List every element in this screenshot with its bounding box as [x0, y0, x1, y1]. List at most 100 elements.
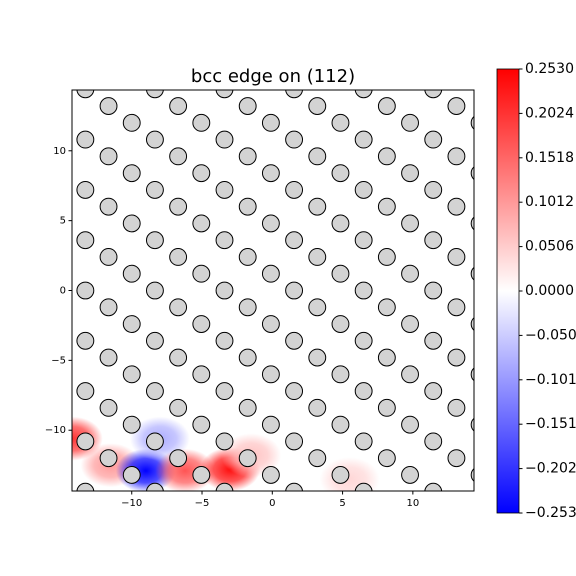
atom — [470, 216, 474, 231]
atom — [261, 465, 280, 484]
colorbar-tick-label: 0.2024 — [525, 105, 574, 121]
atom — [99, 147, 118, 166]
x-tick-label: 5 — [339, 498, 345, 509]
colorbar-tick-label: −0.050 — [525, 327, 576, 343]
atom — [215, 281, 234, 300]
atom — [76, 432, 95, 451]
atom — [308, 298, 327, 317]
atom — [354, 331, 373, 350]
atom — [76, 180, 95, 199]
atom — [192, 365, 211, 384]
atom — [99, 348, 118, 367]
atom — [470, 417, 474, 432]
atom — [238, 348, 257, 367]
atom — [377, 197, 396, 216]
atom — [424, 382, 443, 401]
colorbar — [496, 68, 520, 514]
atom — [169, 147, 188, 166]
atom — [447, 97, 466, 116]
atom — [331, 264, 350, 283]
atom — [215, 180, 234, 199]
atom — [308, 147, 327, 166]
atom — [401, 465, 419, 484]
atom — [424, 331, 443, 350]
atom — [76, 382, 95, 401]
atom — [122, 315, 141, 333]
atom — [308, 398, 327, 417]
y-tick-label: −10 — [45, 425, 66, 436]
atom — [76, 331, 95, 350]
colorbar-tick-label: −0.151 — [525, 416, 576, 432]
atom — [331, 415, 350, 434]
atom — [331, 315, 350, 333]
atom — [122, 415, 141, 434]
y-tick-label: 10 — [53, 146, 66, 157]
atom — [76, 90, 95, 99]
atom — [146, 90, 164, 99]
atom — [192, 315, 211, 333]
colorbar-tick-label: 0.0506 — [525, 239, 574, 255]
atom — [215, 331, 234, 350]
atom — [261, 164, 280, 183]
atom — [470, 367, 474, 382]
atom — [99, 97, 118, 116]
atom — [285, 482, 303, 491]
atom — [192, 214, 211, 233]
atom — [354, 130, 373, 149]
atom — [447, 398, 466, 417]
field-blob — [319, 457, 380, 491]
atom — [424, 130, 443, 149]
atom — [308, 348, 327, 367]
atom — [215, 482, 234, 491]
atom — [99, 248, 118, 266]
atom — [122, 113, 141, 132]
atom — [169, 248, 188, 266]
atom — [447, 147, 466, 166]
atom — [470, 166, 474, 181]
atom — [192, 465, 211, 484]
atom — [99, 398, 118, 417]
atom — [122, 214, 141, 233]
atom — [192, 415, 211, 434]
atom — [401, 315, 419, 333]
x-tick-label: 0 — [269, 498, 275, 509]
atom — [169, 449, 188, 468]
atom — [145, 281, 164, 300]
atom — [354, 231, 373, 250]
x-tick-label: 10 — [406, 498, 419, 509]
atom — [145, 231, 164, 250]
atom — [261, 113, 280, 132]
atom — [401, 415, 419, 434]
atom — [192, 264, 211, 283]
atom — [169, 197, 188, 216]
atom — [401, 164, 419, 183]
atom — [308, 449, 327, 468]
atom — [447, 298, 466, 317]
plot-area — [72, 90, 474, 491]
atom — [99, 197, 118, 216]
atom — [261, 264, 280, 283]
atom — [261, 365, 280, 384]
atom — [470, 115, 474, 130]
atom — [238, 449, 257, 468]
atom — [308, 197, 327, 216]
y-tick-label: 0 — [60, 286, 66, 297]
atom — [354, 281, 373, 300]
atom — [331, 465, 350, 484]
atom — [447, 449, 466, 468]
atom — [285, 331, 304, 350]
atom — [261, 315, 280, 333]
atom — [145, 130, 164, 149]
atom — [447, 348, 466, 367]
atom — [424, 482, 443, 491]
atom — [354, 180, 373, 199]
atom — [169, 348, 188, 367]
atom — [145, 331, 164, 350]
atom — [146, 482, 164, 491]
atom — [145, 432, 164, 451]
atom — [401, 264, 419, 283]
atom — [377, 449, 396, 468]
atom — [285, 180, 304, 199]
atom — [377, 147, 396, 166]
